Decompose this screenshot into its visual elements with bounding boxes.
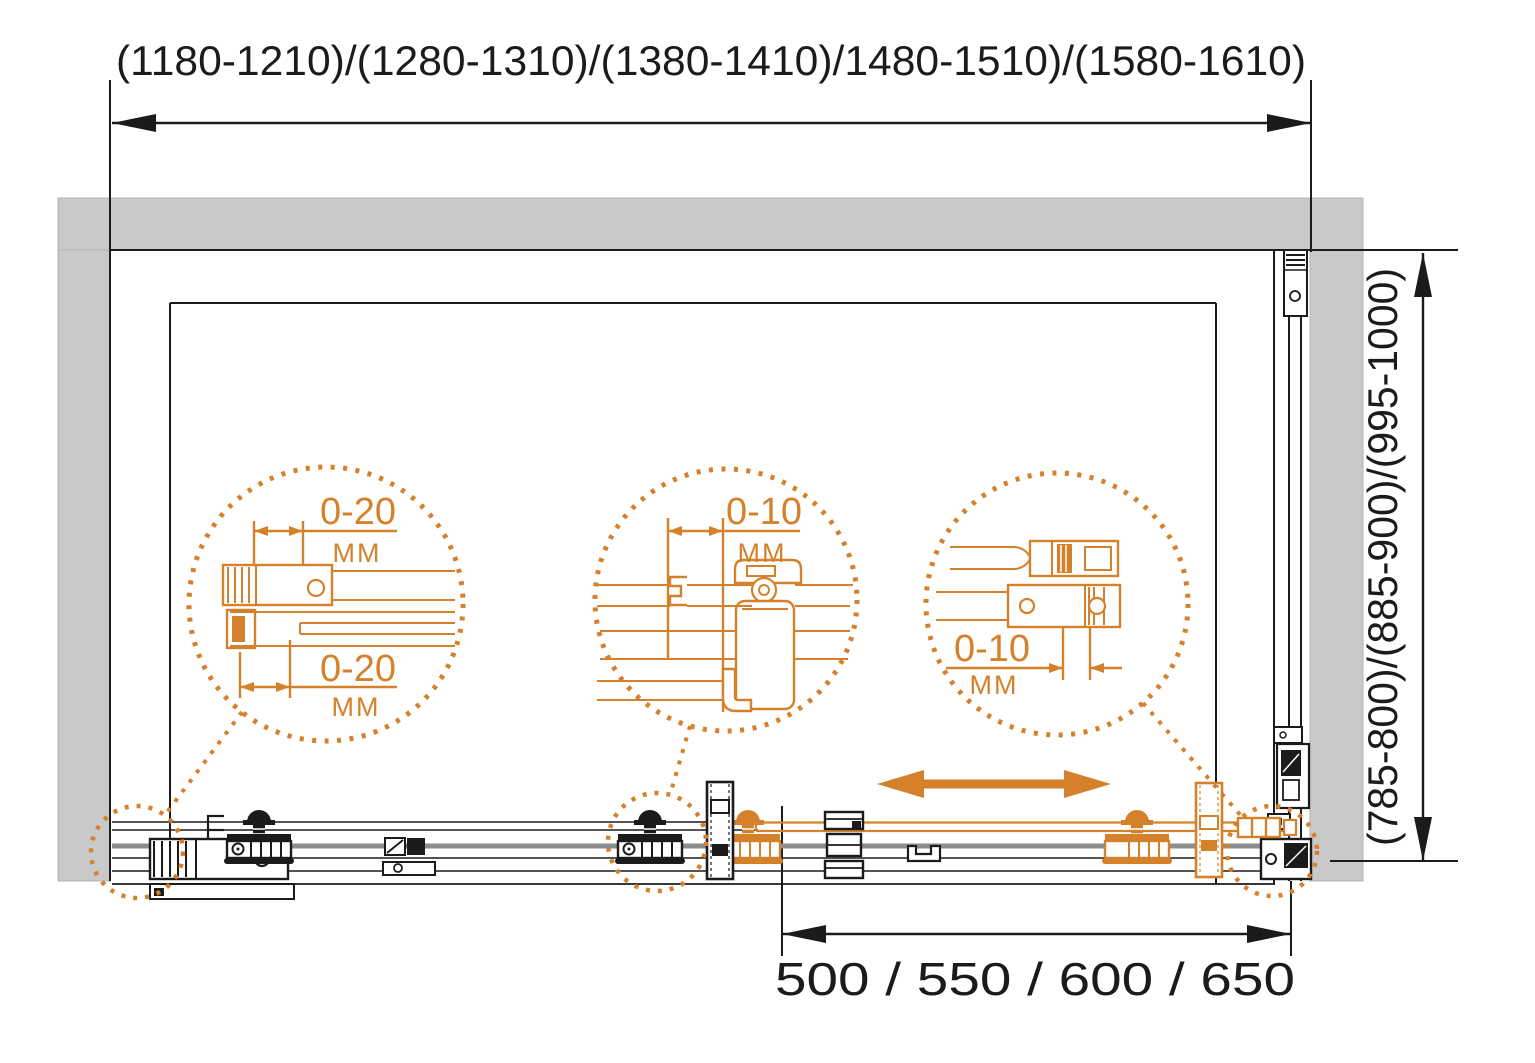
callout-circles [88, 464, 1320, 901]
arrow-left-icon [782, 925, 826, 943]
dimension-right: (785-800)/(885-900)/(995-1000) [1330, 253, 1458, 862]
roller-carriage-black-2 [615, 810, 685, 864]
roller-carriage-orange-1 [713, 810, 783, 864]
track-fitting-small [382, 837, 436, 876]
detail-middle-content [597, 518, 853, 713]
glass-profile-black [705, 780, 735, 881]
detail-circle-middle [592, 466, 860, 734]
wall-left [57, 197, 111, 882]
arrow-right-icon [1267, 114, 1311, 132]
detail-left-top-unit: MM [333, 538, 382, 568]
slide-direction-arrow [877, 770, 1111, 798]
callout-leader-right [1141, 701, 1244, 819]
detail-middle-value: 0-10 [726, 491, 802, 533]
dimension-bottom: 500 / 550 / 600 / 650 [775, 806, 1295, 1005]
callout-leader-middle [668, 725, 692, 796]
dimension-right-label: (785-800)/(885-900)/(995-1000) [1359, 268, 1406, 846]
wall-profile-bracket-top-right [1283, 249, 1308, 317]
dimension-top-label: (1180-1210)/(1280-1310)/(1380-1410)/1480… [116, 37, 1306, 84]
detail-right-unit: MM [970, 670, 1019, 700]
door-stopper-bracket [823, 810, 865, 880]
arrow-right-icon [1247, 925, 1291, 943]
detail-left-top-value: 0-20 [320, 491, 396, 533]
arrow-left-icon [112, 114, 156, 132]
detail-circle-right [923, 470, 1191, 738]
dimension-bottom-label: 500 / 550 / 600 / 650 [775, 953, 1295, 1005]
end-mechanism-right [1259, 726, 1313, 881]
dimension-top: (1180-1210)/(1280-1310)/(1380-1410)/1480… [112, 37, 1311, 132]
callout-leader-left [163, 710, 244, 817]
glass-profile-orange [1194, 781, 1224, 879]
door-connector-orange [1236, 816, 1298, 839]
screw-hole-icon [1265, 853, 1277, 865]
walls [57, 197, 1364, 882]
arrow-down-icon [1414, 817, 1432, 861]
callout-source-right [1224, 803, 1320, 899]
detail-left-bottom-unit: MM [332, 692, 381, 722]
detail-middle-unit: MM [738, 538, 787, 568]
roller-carriage-orange-2 [1102, 810, 1172, 864]
guide-bracket [906, 844, 942, 863]
detail-circle-left [186, 464, 466, 744]
detail-right-value: 0-10 [954, 628, 1030, 670]
screw-hole-icon [1289, 290, 1301, 302]
wall-right [1309, 197, 1364, 882]
callout-source-middle [605, 790, 709, 894]
detail-left-content [221, 521, 455, 698]
callout-source-left [88, 803, 186, 901]
roller-carriage-black-1 [224, 810, 294, 864]
detail-right-content [936, 539, 1122, 680]
detail-left-bottom-value: 0-20 [320, 648, 396, 690]
wall-top [57, 197, 1364, 251]
arrow-up-icon [1414, 253, 1432, 297]
